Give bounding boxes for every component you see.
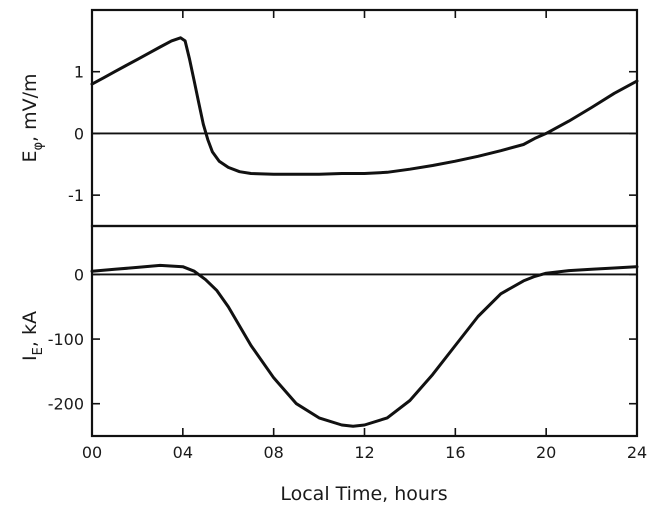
bottom-panel: 0-100-200 00 04 08 12 16 20 24 IE, kA Local Ti… bbox=[19, 10, 647, 505]
bottom-y-ticks: 0 -100 -200 bbox=[48, 265, 637, 414]
top-y-tick-label: 1 bbox=[74, 63, 84, 82]
top-y-tick-label: 0 bbox=[74, 124, 84, 143]
top-y-ticks: 1 0 -1 bbox=[68, 63, 637, 205]
bottom-y-axis-symbol: I bbox=[19, 355, 41, 361]
top-y-axis-unit: , mV/m bbox=[19, 73, 41, 142]
top-y-axis-subscript: φ bbox=[31, 142, 46, 151]
top-plot-frame bbox=[90, 8, 639, 228]
top-y-tick-label: -1 bbox=[68, 186, 84, 205]
x-tick-label: 24 bbox=[627, 443, 647, 462]
x-tick-label: 04 bbox=[173, 443, 193, 462]
bottom-y-axis-subscript: E bbox=[31, 347, 46, 355]
x-axis-title: Local Time, hours bbox=[280, 483, 447, 505]
bottom-y-axis-unit: , kA bbox=[19, 311, 41, 347]
x-tick-label: 20 bbox=[536, 443, 556, 462]
bottom-y-axis-title: IE, kA bbox=[19, 311, 46, 361]
bottom-plot-frame bbox=[90, 224, 639, 438]
bottom-y-tick-label: -100 bbox=[48, 330, 84, 349]
x-tick-label: 12 bbox=[354, 443, 374, 462]
top-series-line bbox=[90, 36, 639, 176]
top-y-axis-title: Eφ, mV/m bbox=[19, 73, 46, 162]
x-tick-label: 16 bbox=[445, 443, 465, 462]
top-y-axis-symbol: E bbox=[19, 151, 41, 163]
bottom-y-tick-label: 0 bbox=[74, 265, 84, 284]
top-panel: 1 0 -1 Eφ, mV/m bbox=[19, 8, 639, 228]
x-tick-label: 00 bbox=[82, 443, 102, 462]
bottom-series-line bbox=[90, 263, 639, 428]
x-tick-label: 08 bbox=[263, 443, 283, 462]
bottom-y-tick-label: -200 bbox=[48, 395, 84, 414]
x-ticks: 00 04 08 12 16 20 24 bbox=[82, 10, 647, 462]
